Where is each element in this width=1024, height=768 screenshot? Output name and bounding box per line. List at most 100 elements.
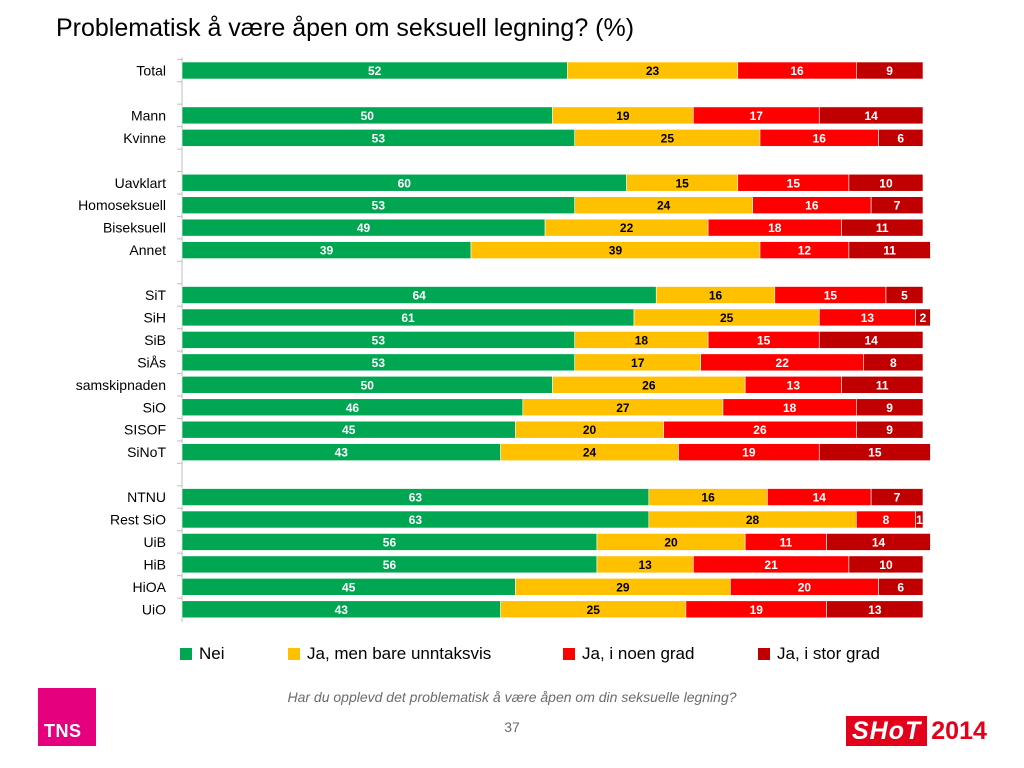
bar-segment [878,578,924,596]
data-label: 18 [635,333,649,347]
data-label: 43 [335,603,349,617]
legend-item: Ja, i noen grad [563,644,694,664]
data-label: 43 [335,446,349,460]
legend-label: Ja, men bare unntaksvis [307,644,492,663]
data-label: 19 [742,446,756,460]
data-label: 19 [750,603,764,617]
data-label: 50 [361,109,375,123]
category-label: UiO [142,601,166,617]
bar-segment [848,173,924,192]
bar-segment [856,420,924,439]
data-label: 27 [616,401,630,415]
data-label: 19 [616,109,630,123]
shot-logo-text: SHoT [846,716,928,746]
chart-title: Problematisk å være åpen om seksuell leg… [56,14,635,42]
data-label: 23 [646,64,660,78]
data-label: 29 [616,580,630,594]
data-label: 45 [342,580,356,594]
legend-swatch [563,648,575,660]
data-label: 21 [764,558,778,572]
data-label: 9 [886,401,893,415]
data-label: 26 [753,423,767,437]
data-label: 49 [357,221,371,235]
data-label: 53 [372,131,386,145]
data-label: 46 [346,401,360,415]
data-label: 17 [631,356,645,370]
data-label: 14 [813,491,827,505]
page-number: 37 [504,719,520,735]
category-label: SiNoT [127,444,166,460]
data-label: 25 [720,311,734,325]
data-label: 53 [372,199,386,213]
legend-swatch [180,648,192,660]
category-label: Annet [129,242,166,258]
data-label: 20 [664,535,678,549]
data-label: 50 [361,378,375,392]
data-label: 39 [609,244,623,258]
data-label: 25 [587,603,601,617]
data-label: 2 [920,311,927,325]
bar-segment [818,443,931,461]
data-label: 10 [879,176,893,190]
category-label: SiB [144,332,166,348]
tns-logo-text: TNS [44,721,82,741]
legend-swatch [758,648,770,660]
data-label: 20 [798,580,812,594]
category-label: samskipnaden [76,377,166,393]
category-label: Biseksuell [103,220,166,236]
data-label: 13 [868,603,882,617]
data-label: 17 [750,109,764,123]
legend-item: Ja, i stor grad [758,644,880,664]
data-label: 63 [409,513,423,527]
category-label: UiB [143,534,166,550]
legend-label: Ja, i noen grad [582,644,695,663]
data-label: 11 [876,221,889,235]
data-label: 15 [824,289,838,303]
data-label: 16 [790,64,804,78]
category-label: Rest SiO [110,512,166,528]
data-label: 16 [805,199,819,213]
data-label: 1 [916,513,923,527]
category-label: Kvinne [123,130,166,146]
data-label: 15 [787,176,801,190]
data-label: 7 [894,199,901,213]
data-label: 18 [783,401,797,415]
data-label: 53 [372,333,386,347]
data-label: 45 [342,423,356,437]
category-label: HiOA [133,579,167,595]
data-label: 14 [872,535,886,549]
data-label: 18 [768,221,782,235]
data-label: 13 [861,311,875,325]
data-label: 20 [583,423,597,437]
data-label: 9 [886,64,893,78]
data-label: 53 [372,356,386,370]
data-label: 52 [368,64,382,78]
data-label: 39 [320,244,334,258]
data-label: 22 [620,221,634,235]
data-label: 6 [897,580,904,594]
legend-label: Ja, i stor grad [777,644,880,663]
data-label: 5 [901,289,908,303]
data-label: 11 [876,378,889,392]
shot-logo-year: 2014 [931,717,987,745]
data-label: 13 [787,378,801,392]
data-label: 10 [879,558,893,572]
category-label: SiÅs [137,354,166,370]
legend-swatch [288,648,300,660]
legend-label: Nei [199,644,225,663]
data-label: 11 [883,244,896,258]
data-label: 61 [401,311,415,325]
data-label: 63 [409,491,423,505]
bar-segment [856,61,924,80]
legend-item: Nei [180,644,225,664]
data-label: 56 [383,535,397,549]
data-label: 64 [412,289,426,303]
data-label: 24 [583,446,597,460]
data-label: 60 [398,176,412,190]
bar-segment [915,308,931,327]
data-label: 28 [746,513,760,527]
bar-segment [818,106,924,125]
data-label: 15 [757,333,771,347]
data-label: 25 [661,131,675,145]
